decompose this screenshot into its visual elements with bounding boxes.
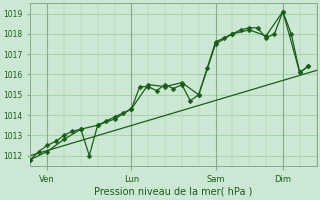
X-axis label: Pression niveau de la mer( hPa ): Pression niveau de la mer( hPa ) [94,187,252,197]
